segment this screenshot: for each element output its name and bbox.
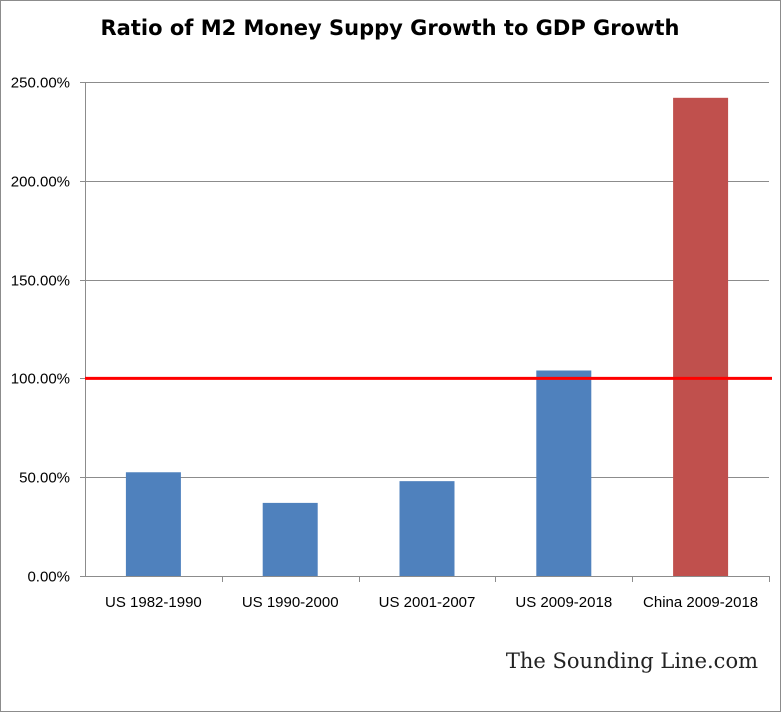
credit-watermark: The Sounding Line.com <box>506 649 758 673</box>
x-tick-label: US 1982-1990 <box>105 594 202 611</box>
bar <box>125 472 181 576</box>
x-tick-label: US 1990-2000 <box>242 594 339 611</box>
x-tick-label: China 2009-2018 <box>643 594 758 611</box>
x-tick-labels: US 1982-1990 US 1990-2000 US 2001-2007 US 2… <box>105 594 758 611</box>
y-tick-label: 0.00% <box>27 569 70 586</box>
bar <box>399 481 455 576</box>
chart-title: Ratio of M2 Money Suppy Growth to GDP Gr… <box>101 16 680 40</box>
bar <box>673 97 729 577</box>
y-tick-labels: 0.00% 50.00% 100.00% 150.00% 200.00% 250.00% <box>11 75 70 586</box>
axes <box>80 82 770 582</box>
bars <box>125 97 729 577</box>
y-tick-label: 150.00% <box>11 273 70 290</box>
y-tick-label: 250.00% <box>11 75 70 92</box>
x-tick-label: US 2009-2018 <box>515 594 612 611</box>
gridlines <box>85 82 769 478</box>
y-tick-label: 200.00% <box>11 174 70 191</box>
y-tick-label: 50.00% <box>19 470 70 487</box>
y-tick-label: 100.00% <box>11 371 70 388</box>
bar <box>262 502 318 576</box>
bar <box>536 370 592 576</box>
x-tick-label: US 2001-2007 <box>379 594 476 611</box>
